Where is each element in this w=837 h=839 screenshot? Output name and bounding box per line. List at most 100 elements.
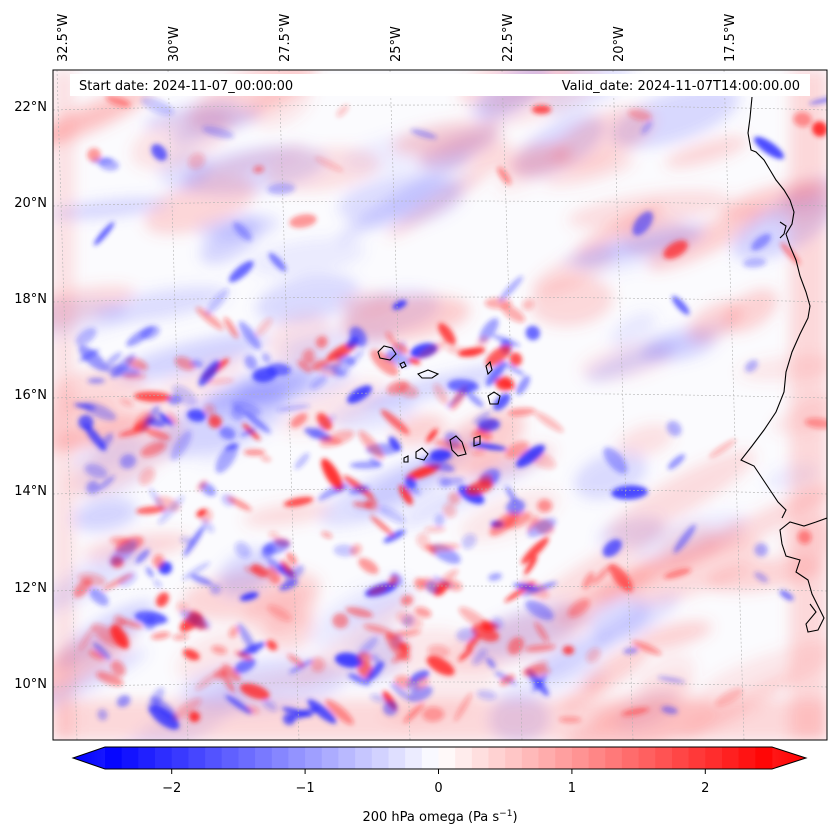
omega-cell [140, 96, 174, 116]
lon-label: 17.5°W [723, 14, 738, 62]
omega-cell [499, 674, 515, 686]
lat-label: 16°N [14, 388, 47, 403]
omega-cell [75, 327, 97, 346]
colorbar-band [722, 747, 740, 769]
colorbar-band [655, 747, 673, 769]
omega-cell [410, 670, 430, 683]
omega-cell [513, 583, 539, 591]
omega-cell [537, 499, 553, 513]
colorbar-band [388, 747, 406, 769]
omega-patch [264, 147, 380, 192]
omega-cell [489, 510, 519, 537]
omega-cell [133, 391, 172, 403]
omega-cell [531, 104, 552, 115]
colorbar-band [355, 747, 373, 769]
omega-cell [140, 441, 167, 457]
omega-cell [244, 355, 258, 370]
omega-patch [633, 621, 713, 651]
omega-cell [405, 464, 441, 481]
omega-cell [603, 447, 628, 474]
omega-cell [78, 414, 94, 430]
colorbar-band [521, 747, 539, 769]
omega-patch [552, 107, 654, 169]
omega-cell [203, 403, 216, 416]
colorbar-band [305, 747, 323, 769]
lon-label: 30°W [167, 26, 182, 62]
omega-cell [227, 496, 252, 511]
omega-field [53, 70, 827, 740]
omega-cell [233, 222, 252, 241]
omega-cell [385, 632, 411, 662]
colorbar-tick-label: 0 [434, 781, 442, 796]
omega-cell [262, 698, 278, 712]
omega-cell [438, 323, 456, 345]
lat-label: 10°N [14, 677, 47, 692]
omega-patch [610, 312, 656, 348]
omega-cell [221, 493, 236, 507]
omega-fine-scale [73, 95, 827, 730]
omega-cell [243, 449, 266, 456]
lat-label: 22°N [14, 100, 47, 115]
longitude-labels: 32.5°W 30°W 27.5°W 25°W 22.5°W 20°W 17.5… [56, 14, 738, 62]
omega-cell [632, 211, 654, 236]
omega-cell [345, 350, 363, 371]
omega-cell [297, 360, 312, 373]
omega-cell [380, 409, 410, 435]
omega-cell [105, 95, 131, 108]
omega-patch [217, 548, 276, 597]
coastline-africa-north [740, 96, 811, 519]
omega-cell [319, 430, 355, 448]
omega-cell [505, 441, 530, 459]
colorbar-band [672, 747, 690, 769]
omega-cell [472, 649, 488, 666]
omega-cell [568, 598, 590, 618]
omega-cell [294, 452, 310, 470]
omega-cell [79, 626, 95, 651]
omega-cell [458, 648, 474, 662]
omega-cell [445, 345, 478, 358]
omega-cell [387, 575, 399, 587]
omega-cell [316, 412, 333, 431]
omega-cell [422, 706, 444, 722]
omega-cell [190, 359, 204, 368]
omega-cell [307, 699, 337, 724]
omega-patch [53, 628, 132, 700]
omega-cell [268, 252, 287, 272]
omega-cell [348, 485, 370, 495]
colorbar-band [738, 747, 756, 769]
omega-cell [84, 424, 107, 451]
omega-patch [664, 136, 749, 168]
omega-cell [261, 352, 271, 363]
omega-cell [370, 653, 382, 664]
omega-cell [534, 411, 564, 433]
omega-cell [332, 613, 349, 629]
omega-cell [632, 640, 662, 655]
colorbar-band [505, 747, 523, 769]
omega-cell [122, 372, 146, 380]
omega-patch [336, 153, 472, 243]
omega-cell [228, 625, 239, 638]
omega-cell [156, 592, 169, 608]
omega-cell [414, 606, 432, 618]
omega-cell [347, 673, 371, 686]
omega-cell [458, 606, 488, 629]
omega-cell [180, 610, 211, 629]
valid-date-text: Valid_date: 2024-11-07T14:00:00.00 [562, 79, 800, 94]
omega-cell [534, 621, 549, 643]
omega-patch [198, 412, 291, 464]
omega-cell [182, 648, 200, 661]
omega-cell [378, 506, 406, 524]
omega-cell [416, 532, 430, 548]
colorbar-band [638, 747, 656, 769]
latitude-labels: 22°N 20°N 18°N 16°N 14°N 12°N 10°N [14, 100, 47, 692]
omega-cell [345, 607, 373, 618]
omega-cell [145, 566, 155, 578]
omega-cell [290, 413, 308, 428]
colorbar-band [688, 747, 706, 769]
omega-cell [508, 498, 525, 515]
map-frame [52, 69, 828, 741]
island-sal [485, 360, 493, 376]
omega-cell [87, 148, 101, 162]
omega-cell [321, 458, 344, 491]
